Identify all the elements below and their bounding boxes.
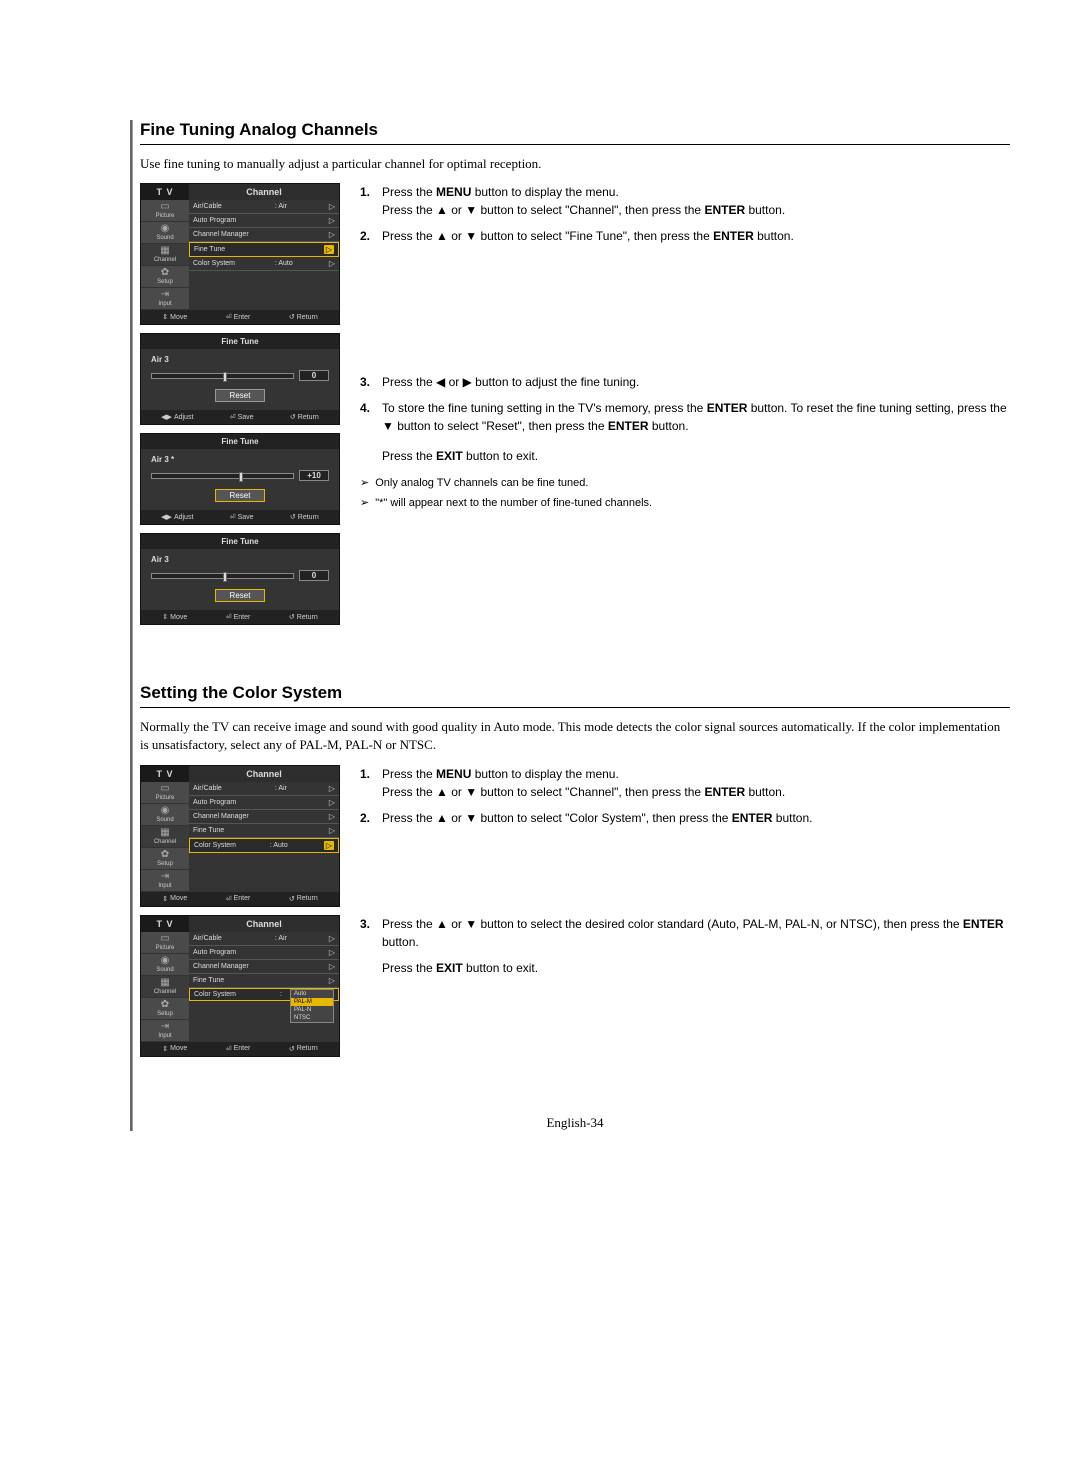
section-title: Fine Tuning Analog Channels xyxy=(140,120,1010,145)
osd-tv-label: T V xyxy=(141,916,189,932)
osd-menu-row: Channel Manager▷ xyxy=(189,960,339,974)
osd-tv-label: T V xyxy=(141,184,189,200)
osd-menu-row: Air/Cable: Air▷ xyxy=(189,782,339,796)
instructions-column: 1.Press the MENU button to display the m… xyxy=(360,183,1010,633)
osd-fine-tune-dialog: Fine TuneAir 30Reset⇕ Move⏎ Enter↺ Retur… xyxy=(140,533,340,625)
note: ➢Only analog TV channels can be fine tun… xyxy=(360,475,1010,493)
osd-menu-row: Fine Tune▷ xyxy=(189,824,339,838)
section-title: Setting the Color System xyxy=(140,683,1010,708)
osd-footer-hint: ⇕ Move xyxy=(162,313,187,321)
osd-tab-setup: ✿Setup xyxy=(141,848,189,870)
osd-menu-row: Air/Cable: Air▷ xyxy=(189,200,339,214)
osd-tab-channel: ▦Channel xyxy=(141,826,189,848)
section-color-system: Setting the Color System Normally the TV… xyxy=(140,683,1010,1064)
osd-menu-title: Channel xyxy=(189,766,339,782)
osd-tab-sound: ◉Sound xyxy=(141,954,189,976)
osd-menu-row: Color System: Auto▷ xyxy=(189,838,339,853)
instruction-step: 1.Press the MENU button to display the m… xyxy=(360,183,1010,219)
reset-button: Reset xyxy=(215,589,266,602)
osd-channel-menu-2: T V Channel ▭Picture◉Sound▦Channel✿Setup… xyxy=(140,765,340,907)
osd-tab-setup: ✿Setup xyxy=(141,998,189,1020)
osd-tv-label: T V xyxy=(141,766,189,782)
osd-menu-title: Channel xyxy=(189,184,339,200)
osd-footer-hint: ↺ Return xyxy=(289,313,318,321)
section-fine-tuning: Fine Tuning Analog Channels Use fine tun… xyxy=(140,120,1010,633)
osd-tab-channel: ▦Channel xyxy=(141,976,189,998)
reset-button: Reset xyxy=(215,489,266,502)
osd-footer-hint: ⏎ Enter xyxy=(226,313,251,321)
instruction-step: 4.To store the fine tuning setting in th… xyxy=(360,399,1010,435)
reset-button: Reset xyxy=(215,389,266,402)
osd-menu-row: Fine Tune▷ xyxy=(189,242,339,257)
osd-channel-menu-1: T V Channel ▭Picture◉Sound▦Channel✿Setup… xyxy=(140,183,340,325)
instruction-step: 3.Press the ▲ or ▼ button to select the … xyxy=(360,915,1010,951)
osd-fine-tune-dialog: Fine TuneAir 3 *+10Reset◀▶ Adjust⏎ Save↺… xyxy=(140,433,340,525)
osd-column: T V Channel ▭Picture◉Sound▦Channel✿Setup… xyxy=(140,183,340,633)
instruction-step: 2.Press the ▲ or ▼ button to select "Col… xyxy=(360,809,1010,827)
osd-footer-hint: ⇕ Move xyxy=(162,1045,187,1053)
osd-menu-row: Auto Program▷ xyxy=(189,946,339,960)
osd-menu-row: Channel Manager▷ xyxy=(189,228,339,242)
note: ➢"*" will appear next to the number of f… xyxy=(360,495,1010,513)
osd-tab-channel: ▦Channel xyxy=(141,244,189,266)
osd-menu-row: Color System:AutoPAL-MPAL-NNTSC xyxy=(189,988,339,1001)
osd-tab-sound: ◉Sound xyxy=(141,804,189,826)
instruction-step: 3.Press the ◀ or ▶ button to adjust the … xyxy=(360,373,1010,391)
section-intro: Use fine tuning to manually adjust a par… xyxy=(140,155,1010,173)
osd-column: T V Channel ▭Picture◉Sound▦Channel✿Setup… xyxy=(140,765,340,1065)
side-margin-bar xyxy=(130,120,133,1131)
instruction-step: 1.Press the MENU button to display the m… xyxy=(360,765,1010,801)
osd-menu-row: Color System: Auto▷ xyxy=(189,257,339,271)
page-number: English-34 xyxy=(140,1115,1010,1131)
osd-menu-row: Auto Program▷ xyxy=(189,214,339,228)
osd-tab-input: ⇥Input xyxy=(141,870,189,892)
osd-tab-picture: ▭Picture xyxy=(141,932,189,954)
osd-tab-picture: ▭Picture xyxy=(141,200,189,222)
osd-menu-row: Channel Manager▷ xyxy=(189,810,339,824)
osd-menu-row: Fine Tune▷ xyxy=(189,974,339,988)
osd-tab-input: ⇥Input xyxy=(141,1020,189,1042)
instruction-step: 2.Press the ▲ or ▼ button to select "Fin… xyxy=(360,227,1010,245)
osd-footer-hint: ↺ Return xyxy=(289,1045,318,1053)
osd-footer-hint: ⏎ Enter xyxy=(226,1045,251,1053)
instructions-column: 1.Press the MENU button to display the m… xyxy=(360,765,1010,1065)
osd-footer-hint: ⇕ Move xyxy=(162,895,187,903)
osd-channel-menu-3: T V Channel ▭Picture◉Sound▦Channel✿Setup… xyxy=(140,915,340,1057)
osd-footer-hint: ↺ Return xyxy=(289,895,318,903)
osd-footer-hint: ⏎ Enter xyxy=(226,895,251,903)
osd-fine-tune-dialog: Fine TuneAir 30Reset◀▶ Adjust⏎ Save↺ Ret… xyxy=(140,333,340,425)
color-system-dropdown: AutoPAL-MPAL-NNTSC xyxy=(290,989,334,1023)
osd-tab-setup: ✿Setup xyxy=(141,266,189,288)
osd-menu-title: Channel xyxy=(189,916,339,932)
osd-menu-row: Air/Cable: Air▷ xyxy=(189,932,339,946)
osd-tab-input: ⇥Input xyxy=(141,288,189,310)
osd-menu-row: Auto Program▷ xyxy=(189,796,339,810)
osd-tab-picture: ▭Picture xyxy=(141,782,189,804)
section-intro: Normally the TV can receive image and so… xyxy=(140,718,1010,754)
osd-tab-sound: ◉Sound xyxy=(141,222,189,244)
